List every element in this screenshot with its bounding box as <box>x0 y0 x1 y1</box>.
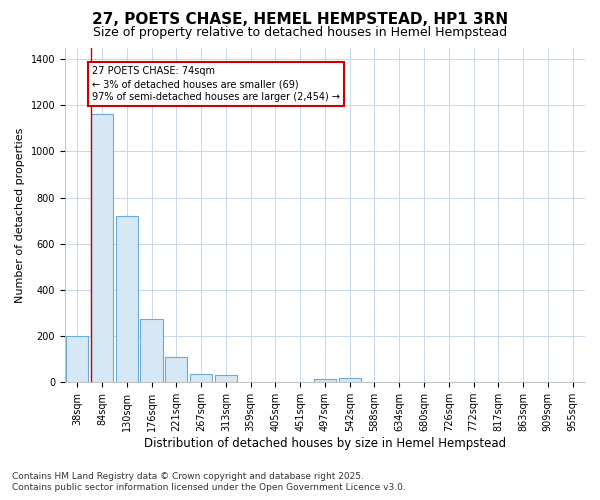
X-axis label: Distribution of detached houses by size in Hemel Hempstead: Distribution of detached houses by size … <box>144 437 506 450</box>
Bar <box>338 378 361 382</box>
Bar <box>140 318 163 382</box>
Text: Size of property relative to detached houses in Hemel Hempstead: Size of property relative to detached ho… <box>93 26 507 39</box>
Bar <box>314 379 336 382</box>
Bar <box>91 114 113 382</box>
Text: Contains HM Land Registry data © Crown copyright and database right 2025.
Contai: Contains HM Land Registry data © Crown c… <box>12 472 406 492</box>
Bar <box>215 376 237 382</box>
Text: 27 POETS CHASE: 74sqm
← 3% of detached houses are smaller (69)
97% of semi-detac: 27 POETS CHASE: 74sqm ← 3% of detached h… <box>92 66 340 102</box>
Bar <box>116 216 138 382</box>
Bar <box>66 336 88 382</box>
Bar <box>165 357 187 382</box>
Bar <box>190 374 212 382</box>
Text: 27, POETS CHASE, HEMEL HEMPSTEAD, HP1 3RN: 27, POETS CHASE, HEMEL HEMPSTEAD, HP1 3R… <box>92 12 508 28</box>
Y-axis label: Number of detached properties: Number of detached properties <box>15 127 25 302</box>
